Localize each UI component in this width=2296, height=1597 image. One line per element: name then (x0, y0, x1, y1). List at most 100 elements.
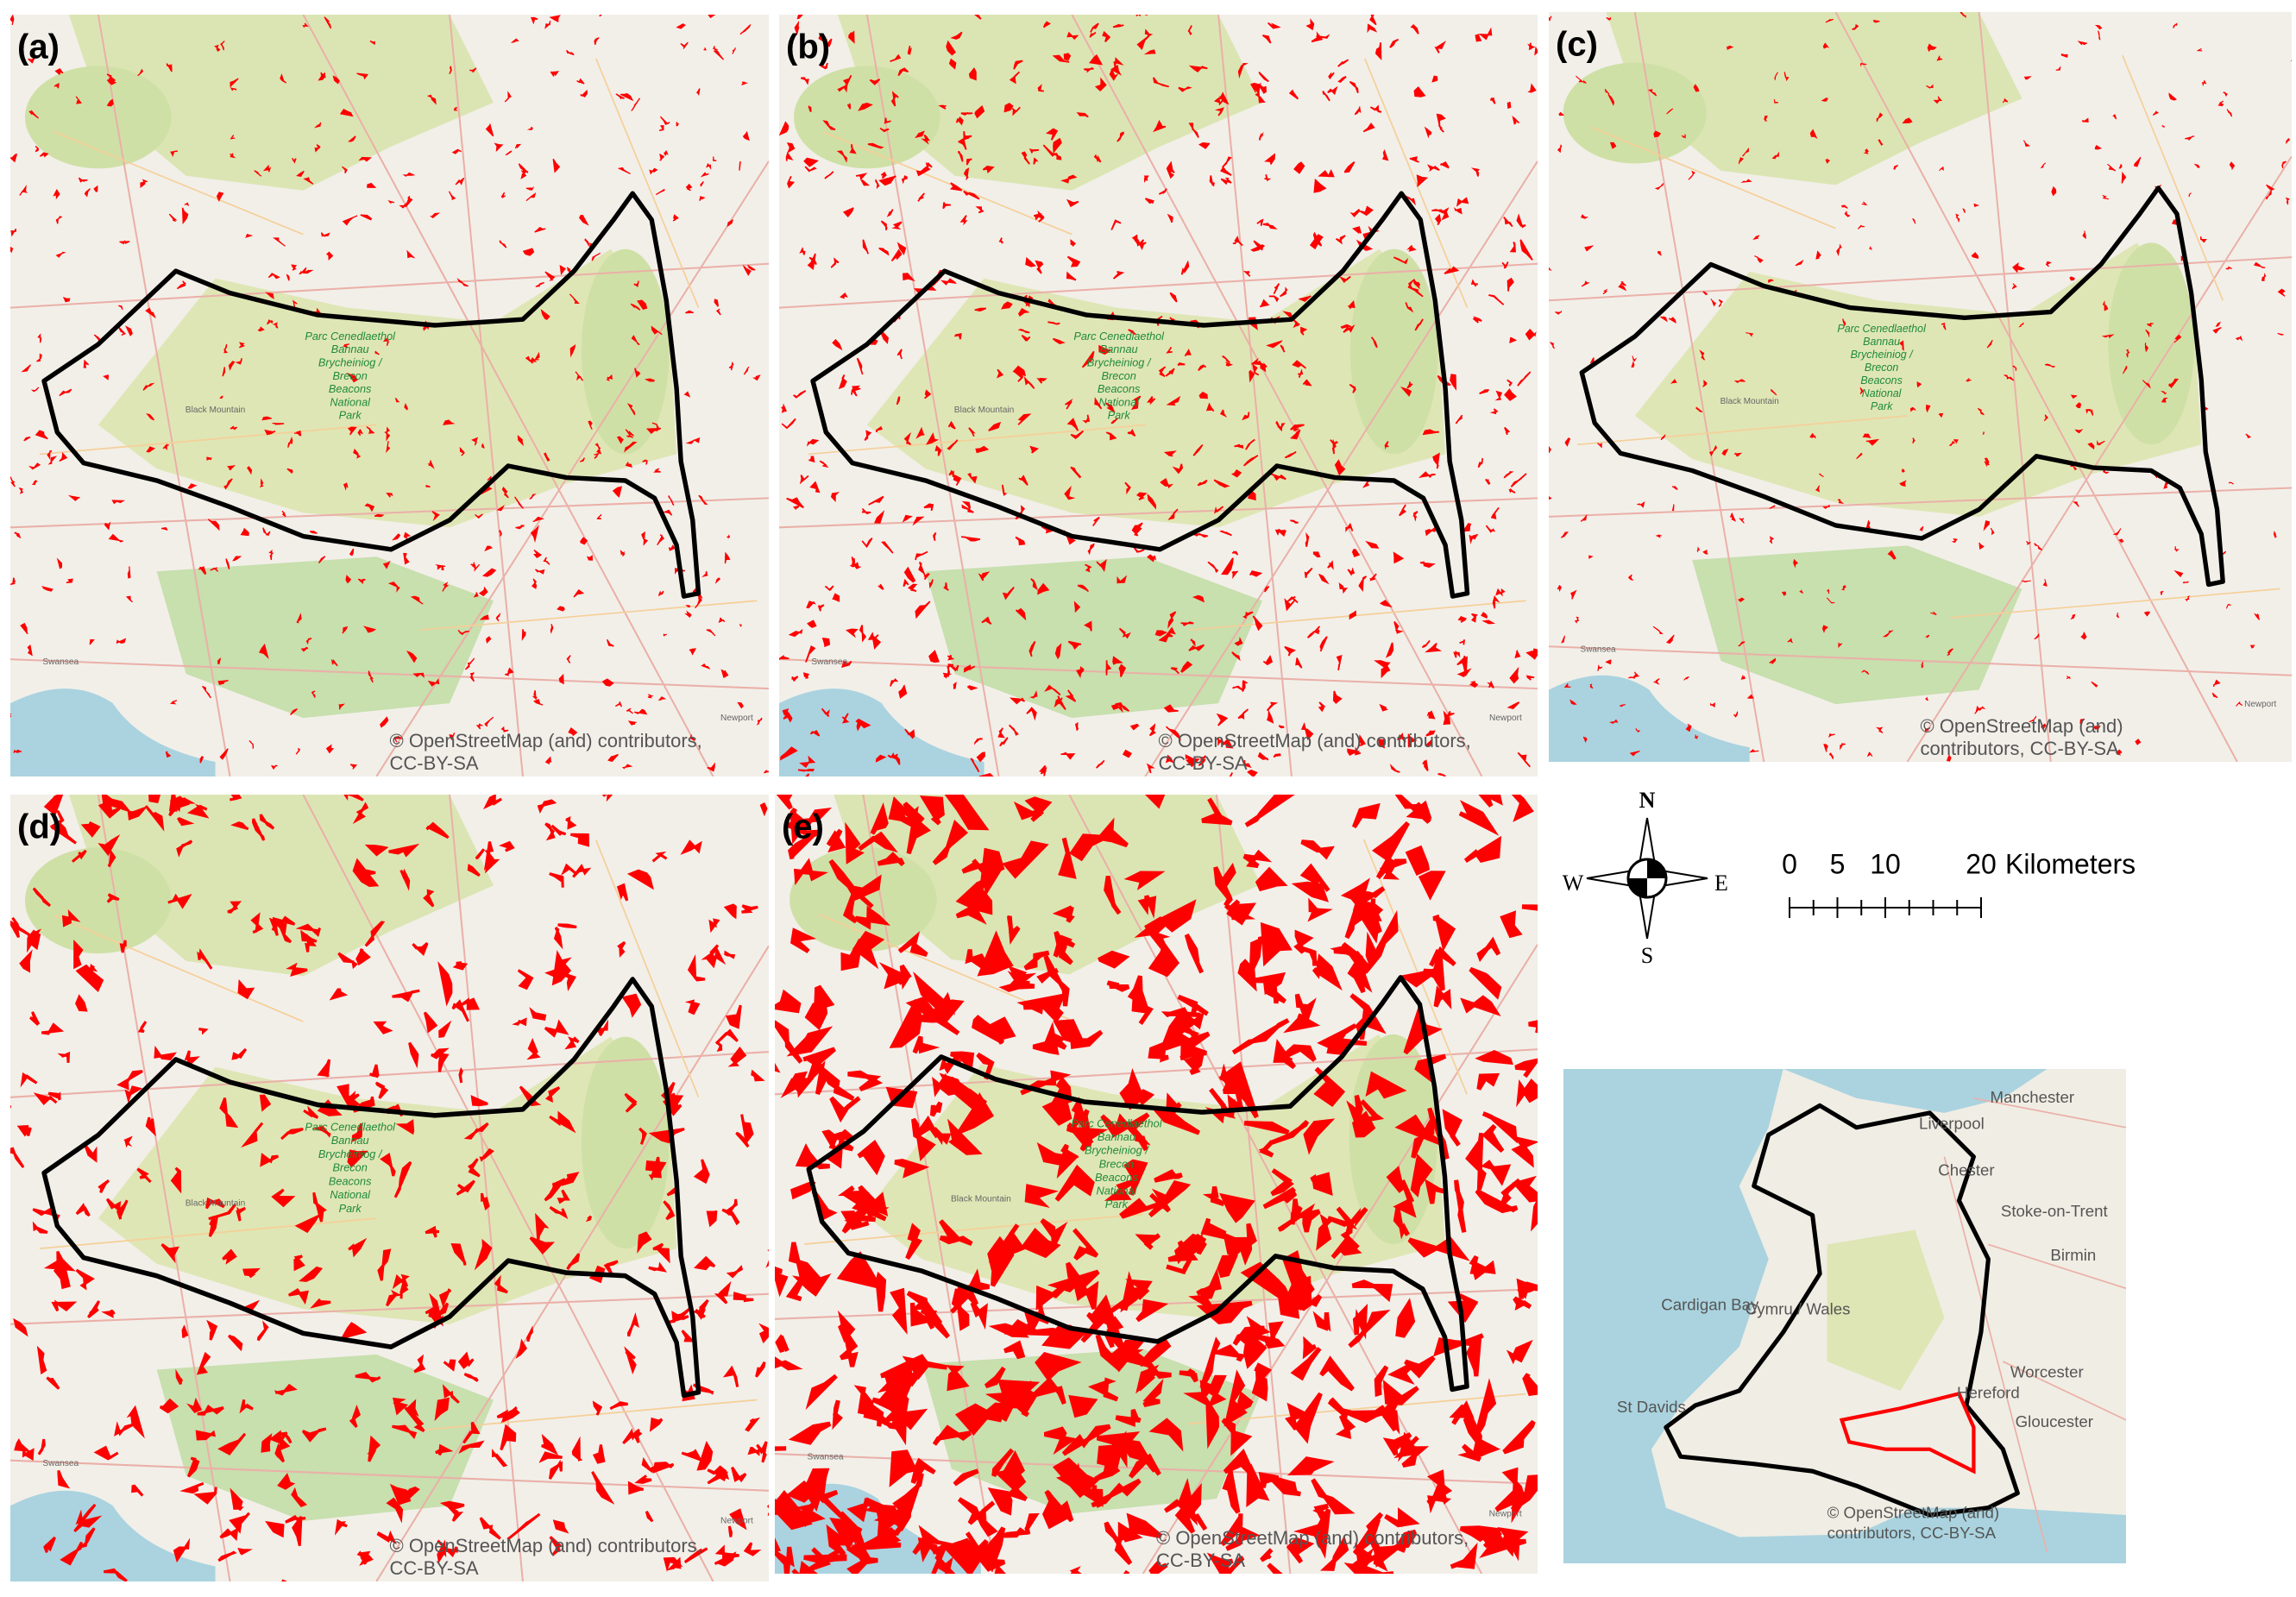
susceptibility-patch (1091, 516, 1100, 526)
susceptibility-patch (10, 15, 15, 26)
susceptibility-patch (1105, 660, 1112, 676)
susceptibility-patch (240, 527, 249, 537)
susceptibility-patch (727, 1525, 733, 1537)
susceptibility-patch (1685, 723, 1692, 732)
susceptibility-patch (437, 1539, 458, 1558)
susceptibility-patch (544, 1086, 561, 1103)
susceptibility-patch (1795, 259, 1804, 267)
susceptibility-patch (1936, 55, 1943, 61)
susceptibility-patch (1013, 60, 1023, 70)
susceptibility-patch (1738, 157, 1744, 165)
place-name: Newport (1489, 1509, 1522, 1518)
susceptibility-patch (658, 125, 664, 131)
susceptibility-patch (314, 122, 322, 129)
susceptibility-patch (1581, 280, 1590, 287)
susceptibility-patch (818, 33, 827, 41)
susceptibility-patch (1312, 953, 1343, 991)
susceptibility-patch (1169, 292, 1178, 303)
susceptibility-patch (1456, 197, 1469, 207)
susceptibility-patch (807, 619, 817, 628)
susceptibility-patch (1184, 933, 1205, 974)
susceptibility-patch (1061, 1424, 1111, 1456)
susceptibility-patch (820, 62, 828, 70)
susceptibility-patch (1318, 701, 1326, 713)
susceptibility-patch (480, 1192, 490, 1210)
susceptibility-patch (505, 150, 513, 156)
susceptibility-patch (1455, 414, 1463, 424)
susceptibility-patch (148, 795, 161, 803)
susceptibility-patch (1144, 28, 1154, 37)
susceptibility-patch (1180, 661, 1193, 673)
park-name: Brecon (1102, 369, 1136, 382)
susceptibility-patch (399, 868, 411, 891)
susceptibility-patch (1620, 281, 1626, 286)
susceptibility-patch (1244, 795, 1295, 827)
susceptibility-patch (1382, 1432, 1412, 1456)
susceptibility-patch (199, 756, 204, 764)
susceptibility-patch (1919, 525, 1924, 532)
susceptibility-patch (1781, 591, 1787, 596)
susceptibility-patch (783, 712, 793, 723)
susceptibility-patch (2040, 162, 2047, 169)
susceptibility-patch (676, 122, 679, 127)
park-name: National (1862, 387, 1903, 399)
susceptibility-patch (1199, 755, 1206, 763)
susceptibility-patch (776, 795, 793, 810)
susceptibility-patch (404, 1406, 425, 1433)
susceptibility-patch (890, 91, 899, 107)
susceptibility-patch (1144, 198, 1154, 204)
susceptibility-patch (1456, 655, 1466, 666)
susceptibility-patch (1783, 72, 1790, 82)
susceptibility-patch (2213, 679, 2221, 688)
susceptibility-patch (634, 1474, 652, 1484)
susceptibility-patch (549, 1110, 576, 1134)
susceptibility-patch (714, 1551, 737, 1567)
susceptibility-patch (2080, 632, 2087, 640)
susceptibility-patch (1184, 349, 1192, 357)
susceptibility-patch (1266, 701, 1279, 712)
susceptibility-patch (1479, 1532, 1527, 1559)
susceptibility-patch (1312, 627, 1320, 635)
susceptibility-patch (742, 131, 750, 141)
susceptibility-patch (280, 73, 287, 84)
susceptibility-patch (1670, 379, 1677, 384)
susceptibility-patch (707, 762, 715, 772)
susceptibility-patch (1738, 641, 1746, 647)
susceptibility-patch (205, 1197, 225, 1210)
susceptibility-patch (535, 569, 545, 575)
susceptibility-patch (471, 437, 478, 446)
susceptibility-patch (83, 359, 90, 368)
park-name: National (1098, 395, 1140, 408)
susceptibility-patch (1237, 62, 1249, 79)
susceptibility-patch (2125, 349, 2130, 358)
susceptibility-patch (463, 1373, 479, 1382)
susceptibility-patch (1436, 113, 1446, 126)
susceptibility-patch (659, 116, 670, 126)
susceptibility-patch (469, 672, 475, 682)
susceptibility-patch (222, 1248, 237, 1265)
susceptibility-patch (1652, 678, 1660, 685)
susceptibility-patch (261, 1433, 273, 1453)
susceptibility-patch (431, 511, 440, 522)
susceptibility-patch (1953, 439, 1959, 444)
susceptibility-patch (915, 130, 925, 139)
compass-e: E (1714, 871, 1728, 896)
susceptibility-patch (544, 957, 572, 978)
susceptibility-patch (1243, 760, 1252, 769)
susceptibility-patch (1740, 674, 1746, 680)
susceptibility-patch (514, 496, 524, 509)
susceptibility-patch (1263, 585, 1270, 593)
susceptibility-patch (1485, 478, 1491, 485)
susceptibility-patch (247, 466, 253, 475)
susceptibility-patch (1450, 1542, 1478, 1569)
attribution: CC-BY-SA (390, 752, 479, 774)
susceptibility-patch (456, 278, 469, 287)
susceptibility-patch (1827, 588, 1830, 594)
susceptibility-patch (1290, 519, 1299, 524)
susceptibility-patch (277, 1473, 296, 1490)
susceptibility-patch (10, 916, 30, 936)
susceptibility-patch (1459, 639, 1465, 645)
susceptibility-patch (1660, 434, 1666, 441)
susceptibility-patch (1070, 1029, 1104, 1050)
susceptibility-patch (1517, 371, 1532, 387)
